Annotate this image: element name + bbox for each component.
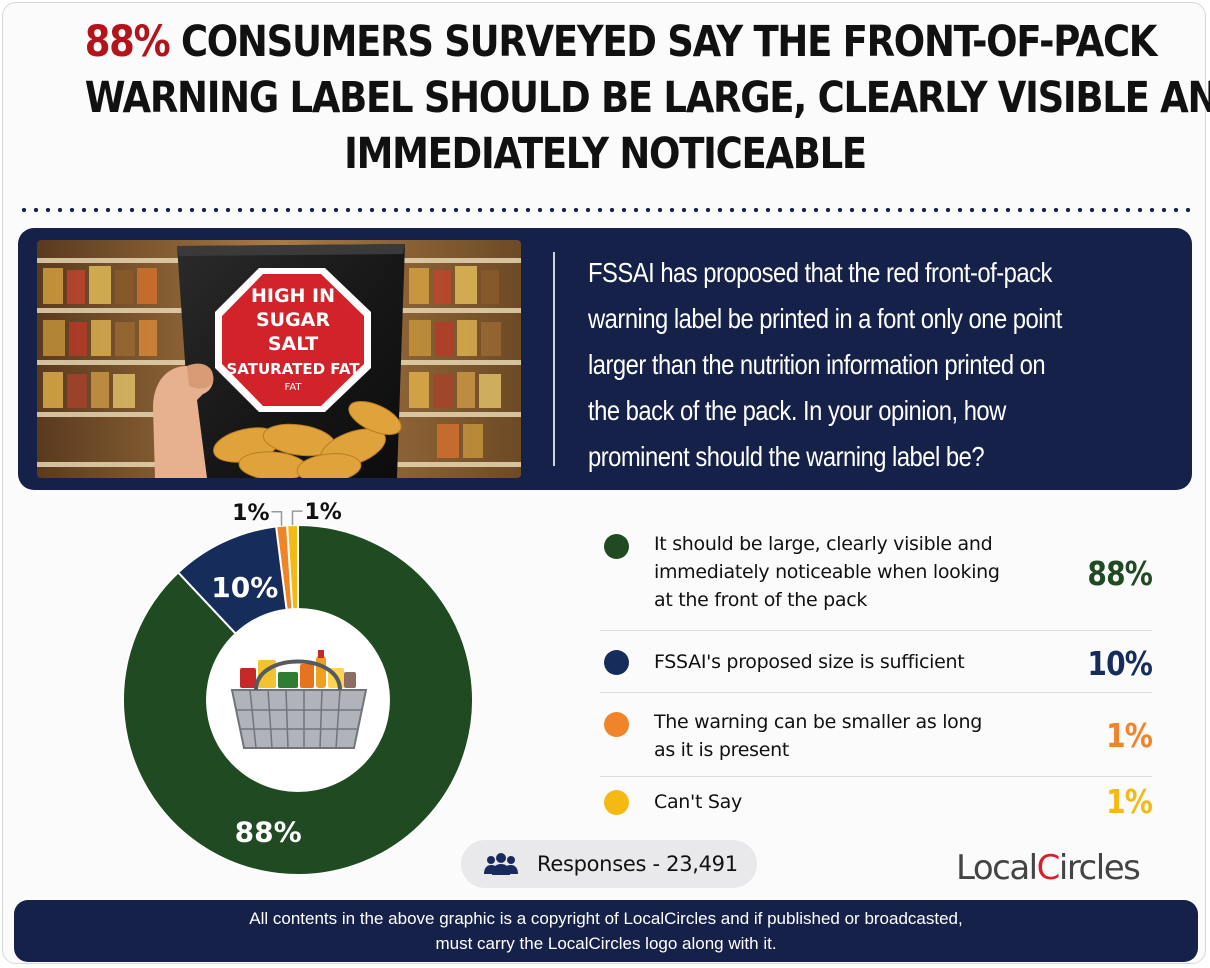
logo-part-1: Local bbox=[956, 848, 1038, 888]
legend-value: 1% bbox=[1106, 716, 1153, 755]
legend-label-line: at the front of the pack bbox=[654, 589, 868, 611]
question-line-2: warning label be printed in a font only … bbox=[588, 303, 1062, 334]
headline-line-2: WARNING LABEL SHOULD BE LARGE, CLEARLY V… bbox=[84, 73, 1210, 123]
slice-label: 1% bbox=[305, 500, 342, 525]
users-icon bbox=[484, 853, 518, 875]
slice-label: 88% bbox=[235, 816, 302, 849]
legend-swatch bbox=[604, 790, 629, 815]
headline-line-3: IMMEDIATELY NOTICEABLE bbox=[344, 129, 867, 179]
legend-item: Can't Say 1% bbox=[600, 782, 1153, 826]
leader-line bbox=[291, 510, 303, 526]
legend-label: Can't Say bbox=[654, 788, 1114, 816]
legend-label-line: immediately noticeable when looking bbox=[654, 561, 1000, 583]
legend-label: It should be large, clearly visible and … bbox=[654, 530, 1114, 614]
sign-line-4: SATURATED FAT bbox=[226, 360, 360, 378]
slice-label: 1% bbox=[232, 501, 269, 526]
legend-label-line: FSSAI's proposed size is sufficient bbox=[654, 651, 965, 673]
headline-line-1-rest: CONSUMERS SURVEYED SAY THE FRONT-OF-PACK bbox=[169, 17, 1158, 67]
sign-line-1: HIGH IN bbox=[251, 285, 335, 307]
legend-label-line: The warning can be smaller as long bbox=[654, 711, 982, 733]
legend-label: The warning can be smaller as long as it… bbox=[654, 708, 1114, 764]
donut-chart: 88% 10% 1% 1% bbox=[121, 500, 474, 876]
headline-highlight: 88% bbox=[84, 17, 171, 67]
question-line-4: the back of the pack. In your opinion, h… bbox=[588, 395, 1006, 426]
legend-item: The warning can be smaller as long as it… bbox=[600, 706, 1153, 770]
headline: 88% CONSUMERS SURVEYED SAY THE FRONT-OF-… bbox=[84, 14, 1210, 182]
logo-part-2: ircles bbox=[1058, 848, 1141, 888]
chips-photo-illustration: HIGH IN SUGAR SALT SATURATED FAT FAT bbox=[37, 240, 521, 478]
legend-label-line: as it is present bbox=[654, 739, 789, 761]
question-line-1: FSSAI has proposed that the red front-of… bbox=[588, 257, 1052, 288]
legend-item: It should be large, clearly visible and … bbox=[600, 526, 1153, 626]
slice-label: 10% bbox=[211, 571, 278, 604]
legend-separator bbox=[600, 776, 1152, 777]
responses-pill: Responses - 23,491 bbox=[461, 840, 757, 888]
legend-item: FSSAI's proposed size is sufficient 10% bbox=[600, 644, 1153, 684]
legend-value: 1% bbox=[1106, 782, 1153, 821]
responses-count: Responses - 23,491 bbox=[537, 852, 738, 876]
sign-line-2: SUGAR bbox=[256, 309, 330, 331]
legend-swatch bbox=[604, 650, 629, 675]
footer-line-2: must carry the LocalCircles logo along w… bbox=[435, 934, 777, 953]
copyright-footer: All contents in the above graphic is a c… bbox=[14, 900, 1198, 962]
legend-swatch bbox=[604, 534, 629, 559]
dotted-divider bbox=[18, 207, 1194, 213]
legend-label: FSSAI's proposed size is sufficient bbox=[654, 648, 1114, 676]
question-line-5: prominent should the warning label be? bbox=[588, 441, 985, 472]
legend-label-line: Can't Say bbox=[654, 791, 742, 813]
chips-photo: HIGH IN SUGAR SALT SATURATED FAT FAT bbox=[37, 240, 521, 478]
legend-label-line: It should be large, clearly visible and bbox=[654, 533, 993, 555]
localcircles-logo: LocalCircles bbox=[956, 848, 1152, 898]
sign-line-5: FAT bbox=[284, 382, 302, 393]
footer-line-1: All contents in the above graphic is a c… bbox=[249, 909, 963, 928]
legend-swatch bbox=[604, 712, 629, 737]
question-divider bbox=[553, 252, 555, 466]
legend-separator bbox=[600, 692, 1152, 693]
sign-line-3: SALT bbox=[268, 333, 318, 355]
leader-line bbox=[271, 511, 283, 526]
legend-value: 88% bbox=[1087, 554, 1152, 593]
survey-question: FSSAI has proposed that the red front-of… bbox=[588, 250, 1183, 480]
headline-line-1: 88% CONSUMERS SURVEYED SAY THE FRONT-OF-… bbox=[84, 14, 1158, 70]
question-line-3: larger than the nutrition information pr… bbox=[588, 349, 1046, 380]
legend-value: 10% bbox=[1087, 644, 1152, 683]
legend-separator bbox=[600, 630, 1152, 631]
logo-letter: C bbox=[1036, 848, 1061, 888]
shopping-basket-icon bbox=[230, 650, 368, 749]
